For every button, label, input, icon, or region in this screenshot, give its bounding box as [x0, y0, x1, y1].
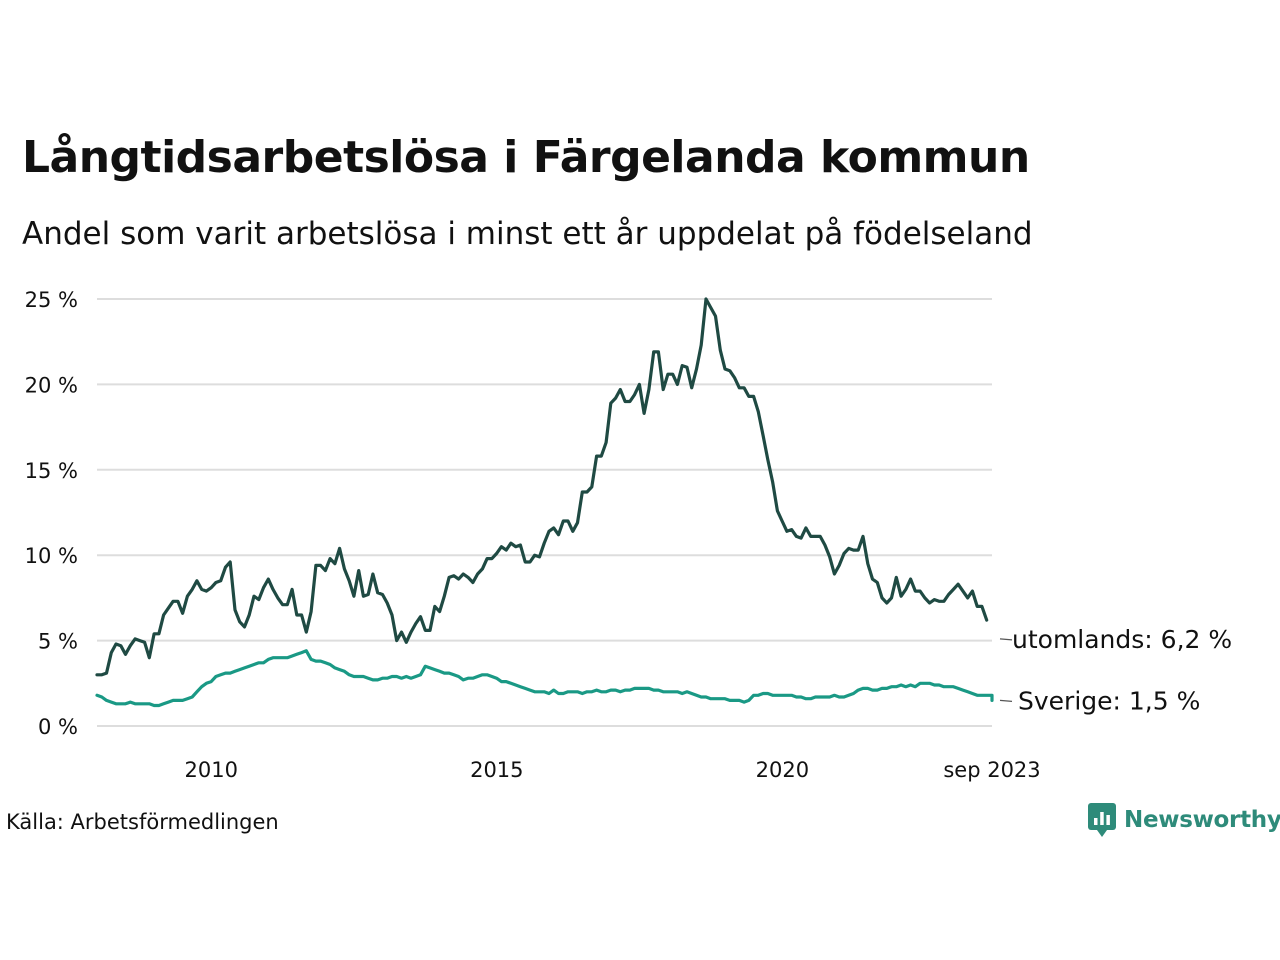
end-label-leader [999, 699, 1013, 702]
y-tick-label: 20 % [25, 373, 78, 397]
newsworthy-logo[interactable]: Newsworthy [1088, 803, 1280, 837]
series-line-sverige [95, 649, 994, 708]
x-tick-label: sep 2023 [943, 758, 1040, 782]
line-chart: 0 % 5 % 10 % 15 % 20 % 25 % 2010 2015 2020 sep 20… [25, 288, 1233, 782]
y-tick-label: 0 % [38, 715, 78, 739]
x-tick-label: 2010 [185, 758, 238, 782]
y-tick-label: 25 % [25, 288, 78, 312]
series-line-utomlands [95, 297, 989, 677]
end-label-utomlands: utomlands: 6,2 % [1012, 625, 1232, 654]
newsworthy-logo-icon [1088, 803, 1116, 837]
y-tick-label: 10 % [25, 544, 78, 568]
newsworthy-logo-text: Newsworthy [1124, 807, 1280, 833]
chart-title: Långtidsarbetslösa i Färgelanda kommun [22, 132, 1030, 183]
x-tick-label: 2020 [756, 758, 809, 782]
chart-subtitle: Andel som varit arbetslösa i minst ett å… [22, 216, 1033, 252]
y-tick-label: 5 % [38, 630, 78, 654]
source-note: Källa: Arbetsförmedlingen [6, 810, 279, 834]
y-tick-label: 15 % [25, 459, 78, 483]
x-tick-label: 2015 [470, 758, 523, 782]
end-label-sverige: Sverige: 1,5 % [1018, 686, 1200, 715]
end-label-leader [999, 638, 1013, 641]
